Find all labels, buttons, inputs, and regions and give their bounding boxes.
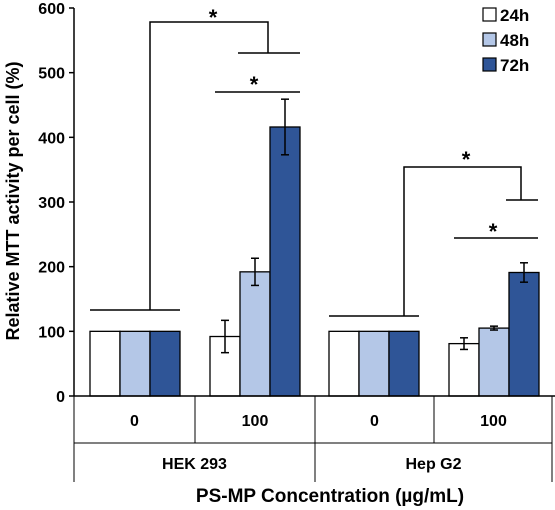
bar-48h-1 xyxy=(239,271,271,397)
significance-star: * xyxy=(209,5,218,30)
y-tick-label: 0 xyxy=(56,389,65,406)
bracket-hepg2-long xyxy=(403,166,522,316)
significance-brackets: * * * * xyxy=(90,5,538,317)
x-tick-label: 0 xyxy=(130,413,139,430)
bar-24h-0 xyxy=(89,330,121,397)
group-label: HEK 293 xyxy=(162,456,227,473)
bar-72h-0 xyxy=(149,330,181,397)
bar-24h-2 xyxy=(328,330,360,397)
legend-swatch-72h xyxy=(482,57,497,72)
y-axis-label: Relative MTT activity per cell (%) xyxy=(3,61,23,340)
legend-label-72h: 72h xyxy=(500,56,529,75)
bar-48h-3 xyxy=(478,327,510,397)
y-tick-label: 400 xyxy=(38,130,65,147)
y-axis: 0 100 200 300 400 500 600 xyxy=(38,1,75,406)
y-tick-label: 500 xyxy=(38,66,65,83)
legend: 24h 48h 72h xyxy=(482,6,529,75)
x-tick-label: 100 xyxy=(480,413,507,430)
bar-48h-2 xyxy=(358,330,390,397)
legend-label-24h: 24h xyxy=(500,6,529,25)
y-tick-label: 600 xyxy=(38,1,65,18)
bar-72h-2 xyxy=(388,330,420,397)
group-label: Hep G2 xyxy=(405,456,461,473)
x-axis-title: PS-MP Concentration (µg/mL) xyxy=(196,486,464,507)
legend-swatch-24h xyxy=(482,7,497,22)
bracket-hek-long xyxy=(149,21,269,310)
y-tick-label: 200 xyxy=(38,260,65,277)
bar-24h-3 xyxy=(448,342,480,397)
error-bars xyxy=(221,98,528,354)
significance-star: * xyxy=(489,219,498,244)
x-axis: 0 100 0 100 HEK 293 Hep G2 xyxy=(73,395,555,482)
y-tick-label: 100 xyxy=(38,324,65,341)
y-tick-label: 300 xyxy=(38,195,65,212)
bar-48h-0 xyxy=(119,330,151,397)
legend-swatch-48h xyxy=(482,32,497,47)
bar-72h-3 xyxy=(508,271,540,397)
significance-star: * xyxy=(462,147,471,172)
x-tick-label: 0 xyxy=(370,413,379,430)
bar-72h-1 xyxy=(269,126,301,397)
legend-label-48h: 48h xyxy=(500,31,529,50)
x-tick-label: 100 xyxy=(242,413,269,430)
significance-star: * xyxy=(250,72,259,97)
